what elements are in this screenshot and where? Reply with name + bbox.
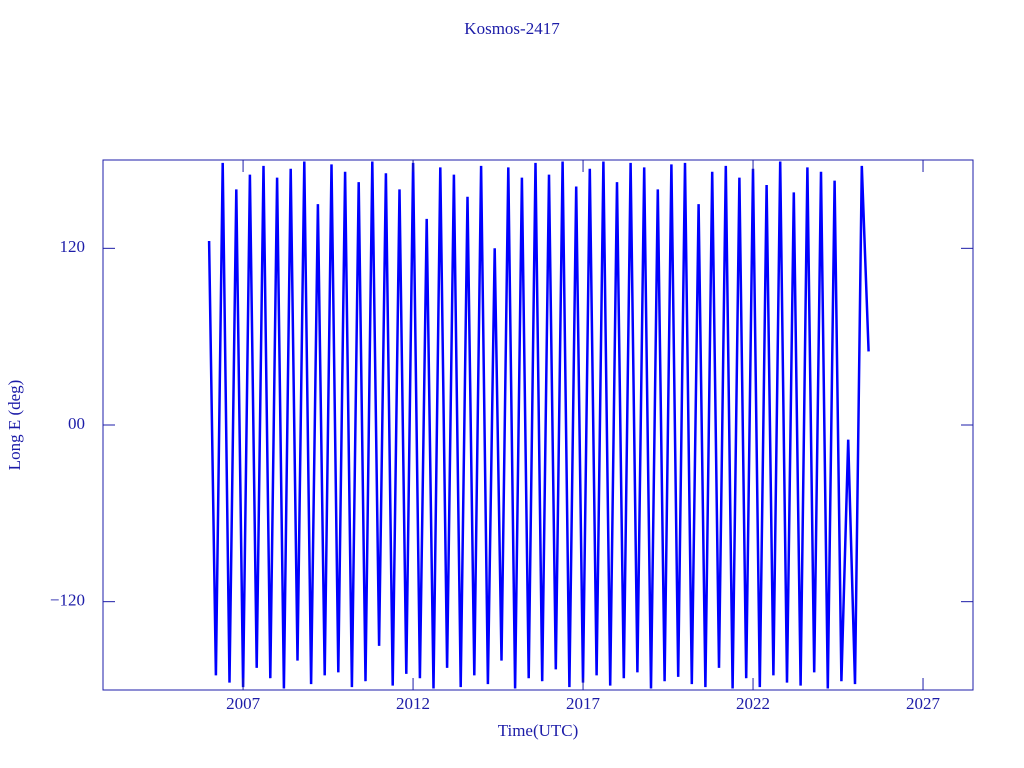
x-axis-label: Time(UTC) — [498, 721, 579, 740]
plot-area — [207, 161, 870, 689]
y-axis-label: Long E (deg) — [5, 380, 24, 471]
y-tick-label: 00 — [68, 414, 85, 433]
y-tick-label: 120 — [60, 237, 86, 256]
x-tick-label: 2022 — [736, 694, 770, 713]
x-tick-label: 2012 — [396, 694, 430, 713]
y-tick-label: −120 — [50, 591, 85, 610]
chart-title: Kosmos-2417 — [464, 19, 560, 38]
x-tick-label: 2017 — [566, 694, 601, 713]
x-tick-label: 2027 — [906, 694, 941, 713]
data-line — [207, 161, 870, 689]
x-tick-label: 2007 — [226, 694, 261, 713]
